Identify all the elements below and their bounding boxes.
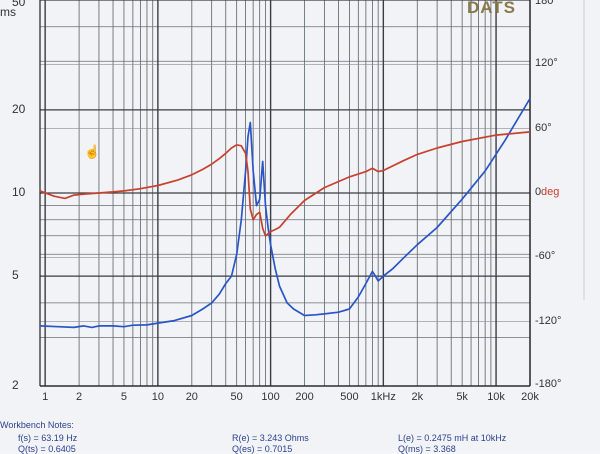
qes-value: Q(es) = 0.7015 — [232, 444, 293, 454]
x-axis-tick-label: 200 — [295, 391, 314, 403]
left-axis-unit-label: ms — [0, 5, 16, 19]
left-axis-tick-label: 5 — [12, 268, 19, 283]
phase-series-line — [39, 131, 531, 237]
right-axis-tick-label: 60° — [535, 121, 552, 134]
x-axis-tick-label: 5k — [456, 391, 468, 403]
right-axis-tick-label: -180° — [535, 378, 562, 390]
qts-value: Q(ts) = 0.6405 — [18, 444, 76, 454]
right-axis-tick-label: -120° — [535, 314, 562, 327]
x-axis-tick-label: 2 — [76, 391, 83, 403]
left-axis-tick-label: 10 — [12, 185, 26, 199]
x-axis-tick-label: 10k — [487, 391, 505, 403]
qms-value: Q(ms) = 3.368 — [398, 444, 456, 454]
x-axis-tick-label: 5 — [120, 391, 127, 403]
x-axis-tick-label: 500 — [340, 391, 359, 403]
right-axis-tick-label: 120° — [535, 57, 558, 70]
fs-value: f(s) = 63.19 Hz — [18, 433, 78, 443]
le-value: L(e) = 0.2475 mH at 10kHz — [398, 433, 507, 443]
left-axis-tick-label: 2 — [12, 378, 19, 392]
hand-pointer-icon: ☝ — [84, 144, 101, 159]
left-axis-tick-label: 20 — [12, 101, 26, 116]
x-axis-tick-label: 1kHz — [370, 391, 396, 403]
x-axis-tick-label: 20k — [521, 391, 539, 403]
workbench-notes: Workbench Notes: f(s) = 63.19 Hz Q(ts) =… — [0, 418, 600, 454]
x-axis-tick-label: 2k — [411, 391, 424, 403]
right-axis-tick-label: -60° — [535, 250, 556, 263]
x-axis-tick-label: 1 — [42, 391, 49, 403]
x-axis-tick-label: 50 — [230, 391, 243, 403]
right-axis-unit-label: deg — [541, 186, 560, 198]
left-axis-tick-label: 50 — [12, 0, 26, 9]
series-layer — [39, 98, 531, 329]
impedance-series-line — [39, 98, 531, 329]
notes-heading: Workbench Notes: — [0, 420, 74, 430]
x-axis-tick-label: 100 — [261, 391, 280, 403]
re-value: R(e) = 3.243 Ohms — [232, 433, 309, 443]
right-axis-tick-label: 180° — [535, 0, 558, 7]
x-axis-tick-label: 20 — [185, 391, 198, 403]
right-axis-tick-label: 0 — [535, 186, 542, 198]
dats-logo: DATS — [467, 0, 517, 17]
x-axis-tick-label: 10 — [151, 391, 164, 403]
